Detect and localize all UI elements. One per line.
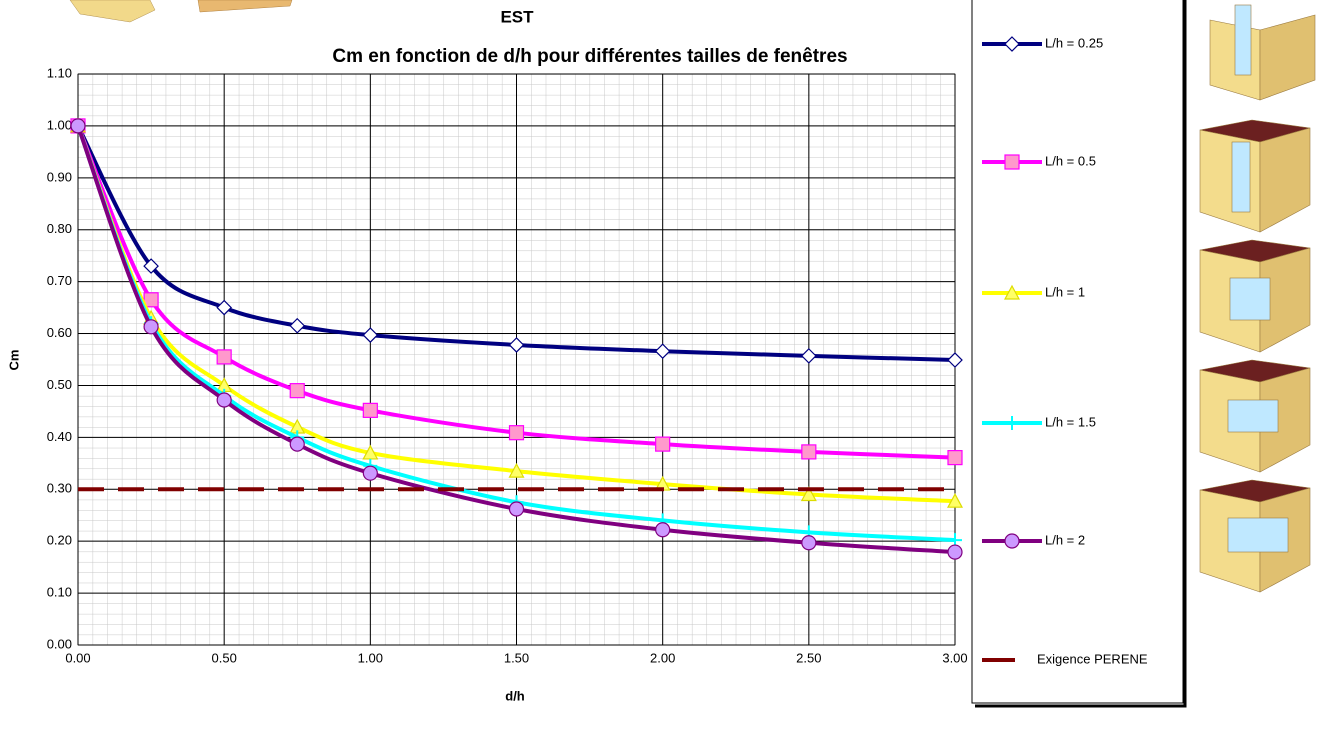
marker xyxy=(947,450,963,466)
y-tick-label: 1.10 xyxy=(47,65,72,80)
y-tick-label: 0.50 xyxy=(47,377,72,392)
marker xyxy=(289,436,305,452)
marker xyxy=(801,444,817,460)
marker xyxy=(289,383,305,399)
legend-label: L/h = 0.5 xyxy=(1045,153,1096,168)
legend-marker xyxy=(1004,36,1020,52)
marker xyxy=(655,522,671,538)
marker xyxy=(800,348,817,364)
legend-shadow xyxy=(975,0,1187,708)
marker xyxy=(508,425,525,441)
marker xyxy=(947,352,963,368)
legend-box xyxy=(971,0,1184,704)
legend-label: L/h = 1.5 xyxy=(1045,414,1096,429)
y-tick-label: 0.90 xyxy=(47,169,72,184)
chart-subtitle: Cm en fonction de d/h pour différentes t… xyxy=(332,46,847,67)
x-tick-label: 0.50 xyxy=(212,650,237,665)
y-tick-label: 0.40 xyxy=(47,429,72,444)
marker xyxy=(946,492,964,508)
y-tick-label: 0.10 xyxy=(47,585,72,600)
legend-label: L/h = 0.25 xyxy=(1045,35,1103,50)
legend-marker xyxy=(1004,533,1020,549)
marker xyxy=(508,462,525,478)
marker xyxy=(362,465,378,481)
y-tick-label: 0.70 xyxy=(47,273,72,288)
marker xyxy=(947,544,963,560)
chart-title: EST xyxy=(500,7,534,26)
x-tick-label: 1.00 xyxy=(358,650,383,665)
x-tick-label: 2.50 xyxy=(796,650,821,665)
marker xyxy=(508,337,525,353)
legend-marker xyxy=(1003,284,1021,300)
marker xyxy=(289,317,306,334)
marker xyxy=(143,258,159,274)
legend-label: Exigence PERENE xyxy=(1037,651,1148,666)
marker xyxy=(508,501,525,517)
y-tick-label: 0.30 xyxy=(47,481,72,496)
x-tick-label: 2.00 xyxy=(650,650,675,665)
marker xyxy=(655,436,671,452)
legend-label: L/h = 2 xyxy=(1045,532,1085,547)
y-tick-label: 1.00 xyxy=(47,117,72,132)
marker xyxy=(143,319,159,335)
legend-marker xyxy=(1004,154,1020,170)
marker xyxy=(362,327,379,343)
y-tick-label: 0.00 xyxy=(47,636,72,651)
series-line xyxy=(76,124,956,363)
marker xyxy=(216,349,232,365)
legend-label: L/h = 1 xyxy=(1045,284,1085,299)
series-line xyxy=(76,125,956,555)
decor-boxes-top xyxy=(69,0,293,23)
series-line xyxy=(76,125,956,460)
marker xyxy=(801,535,817,551)
marker xyxy=(70,118,86,134)
legend-marker xyxy=(1005,416,1019,430)
marker xyxy=(362,402,378,418)
y-tick-label: 0.80 xyxy=(47,221,72,236)
decor-buildings xyxy=(1199,4,1316,593)
x-tick-label: 3.00 xyxy=(942,650,967,665)
marker xyxy=(216,392,232,408)
x-tick-label: 1.50 xyxy=(504,650,529,665)
x-tick-label: 0.00 xyxy=(65,650,90,665)
y-axis-label: Cm xyxy=(6,350,21,371)
y-tick-label: 0.20 xyxy=(47,533,72,548)
x-axis-label: d/h xyxy=(505,688,525,703)
y-tick-label: 0.60 xyxy=(47,325,72,340)
marker xyxy=(216,299,233,316)
marker xyxy=(654,343,671,360)
marker xyxy=(800,486,817,502)
